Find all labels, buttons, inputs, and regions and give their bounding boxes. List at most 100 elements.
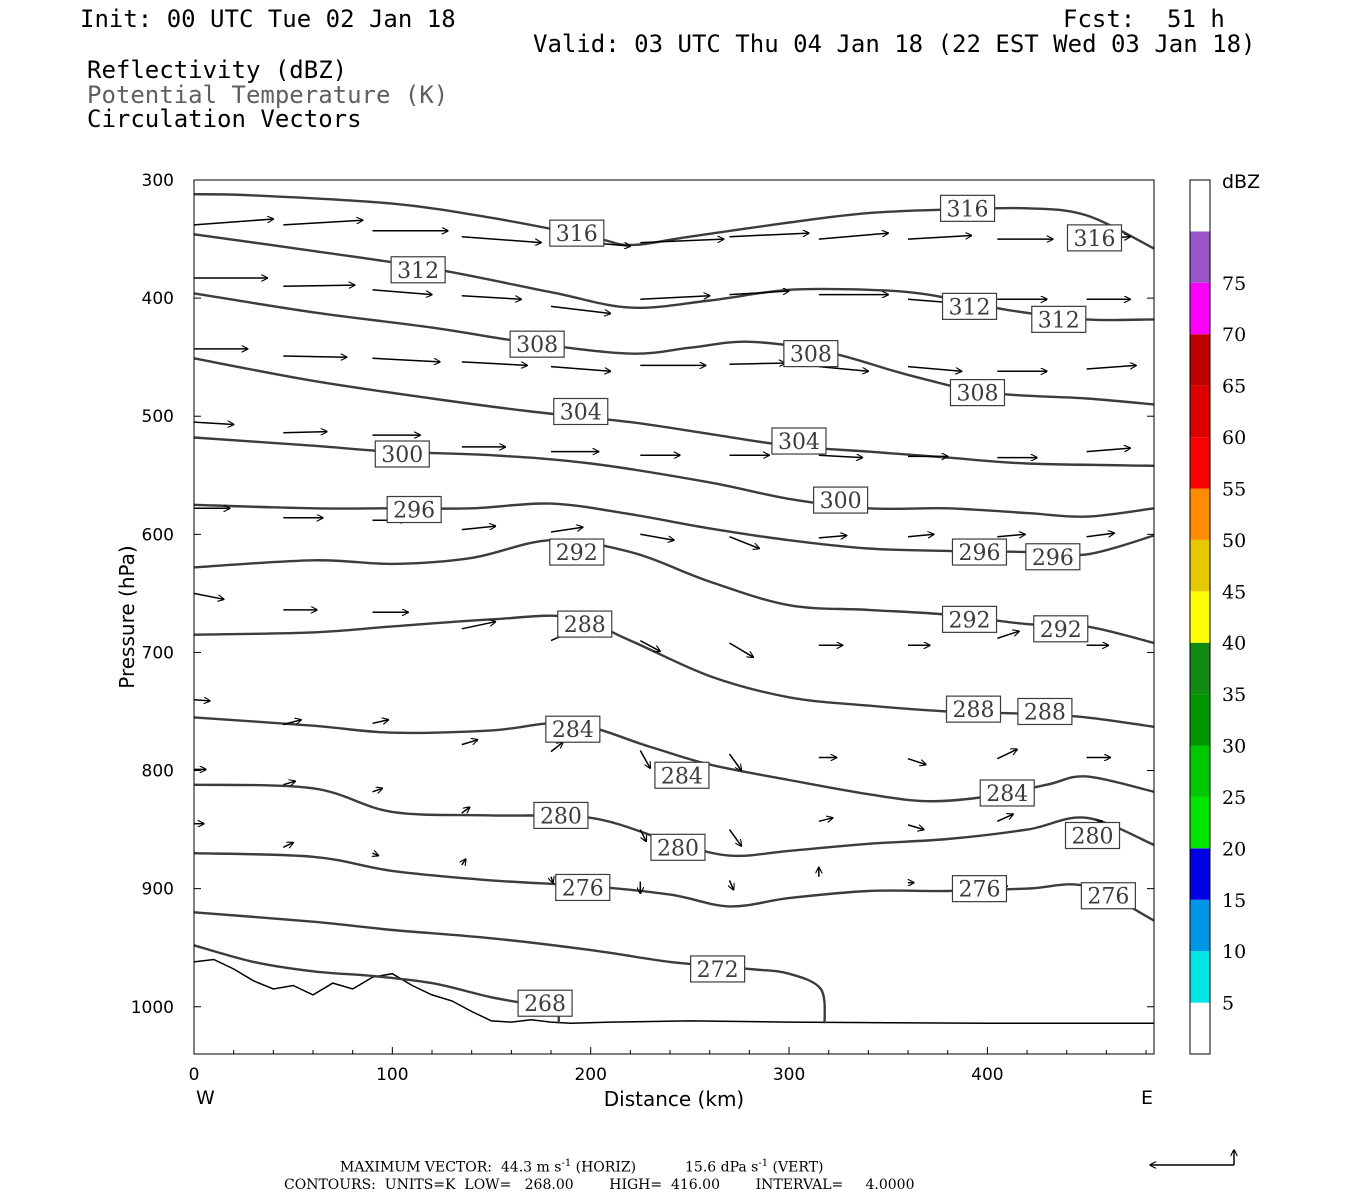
isentrope-label-box [553,397,609,426]
isentrope-label-text: 284 [552,718,594,743]
colorbar-level-label: 40 [1222,633,1246,655]
max-vector-line: MAXIMUM VECTOR: 44.3 m s-1 (HORIZ) 15.6 … [340,1158,823,1176]
circulation-vector [639,829,646,842]
circulation-vector [372,788,383,792]
isentrope-label-text: 292 [556,541,598,566]
colorbar-segment [1190,951,1210,1003]
isentrope-label-text: 292 [949,608,991,633]
circulation-vector [372,357,441,362]
isentrope-label-text: 288 [564,613,606,638]
colorbar-segment [1190,180,1210,232]
x-axis-east-label: E [1141,1087,1153,1109]
max-vector-horiz: 44.3 m s [500,1159,562,1176]
isentrope-label-304: 304 [553,397,609,426]
isentrope-272 [193,911,826,1024]
y-tick-label: 1000 [131,998,174,1018]
colorbar-segment [1190,796,1210,849]
forecast-hour-value: 51 h [1167,5,1225,33]
isentrope-label-text: 276 [562,876,604,901]
legend-reflectivity: Reflectivity (dBZ) [87,56,348,84]
isentrope-label-box [1033,615,1089,643]
isentrope-label-276: 276 [555,873,611,901]
isentrope-label-box [1080,882,1136,910]
isentrope-contours [193,193,1155,1024]
isentrope-label-text: 296 [958,541,1000,566]
circulation-vector [550,742,563,753]
circulation-vector [282,843,293,848]
circulation-vector [461,740,478,746]
isentrope-label-box [949,378,1006,407]
x-tick-label: 0 [189,1065,200,1085]
circulation-vector [283,432,327,433]
terrain-outline [193,958,1154,1025]
x-axis: 0 100 200 300 400 [189,1047,1147,1085]
isentrope-label-box [374,440,430,468]
circulation-vector [1086,365,1137,370]
max-vector-horiz-exponent: -1 [561,1158,572,1169]
circulation-vector [818,536,847,538]
isentrope-label-box [690,955,746,983]
isentrope-label-text: 268 [524,992,566,1017]
isentrope-label-text: 316 [947,197,989,222]
colorbar-segment [1190,231,1210,283]
colorbar-level-label: 50 [1222,530,1246,552]
isentrope-label-text: 296 [393,499,435,524]
circulation-vector [551,877,553,883]
isentrope-label-box [813,486,869,514]
circulation-vector [818,818,833,822]
colorbar-segment [1190,1002,1210,1054]
isentrope-label-296: 296 [1025,543,1081,571]
x-tick-label: 300 [773,1065,805,1085]
isentrope-label-288: 288 [557,610,613,638]
circulation-vector [729,291,790,296]
circulation-vector [1086,533,1115,538]
isentrope-276 [193,852,1155,922]
reference-vector-icon [1150,1150,1234,1165]
isentrope-label-box [945,695,1002,723]
circulation-vector [461,526,496,531]
colorbar-level-label: 45 [1222,581,1246,603]
isentrope-label-text: 300 [381,443,423,468]
x-tick-label: 200 [574,1065,606,1085]
circulation-vector [1086,448,1131,453]
y-tick-label: 400 [142,289,174,309]
isentrope-label-box [549,219,605,247]
isentrope-label-308: 308 [949,378,1006,407]
colorbar-level-label: 65 [1222,376,1246,398]
circulation-vector [907,534,934,536]
isentrope-label-box [1017,697,1073,726]
isentrope-label-276: 276 [1080,882,1136,910]
isentrope-label-284: 284 [979,779,1035,807]
isentrope-label-text: 304 [560,400,602,425]
y-tick-label: 500 [142,407,174,427]
isentrope-label-box [1025,543,1081,571]
isentrope-label-text: 288 [1024,700,1066,725]
isentrope-label-text: 284 [986,782,1028,807]
colorbar-level-label: 75 [1222,273,1246,295]
isentrope-label-text: 280 [657,836,699,861]
circulation-vector [461,361,527,366]
isentrope-label-text: 284 [661,764,703,789]
isentrope-label-280: 280 [1064,821,1121,850]
colorbar-segment [1190,437,1210,489]
isentrope-label-312: 312 [1031,305,1087,333]
colorbar-segment [1190,642,1210,695]
isentrope-label-292: 292 [549,538,605,566]
colorbar-title: dBZ [1222,171,1260,193]
isentrope-label-268: 268 [517,989,573,1017]
isentrope-label-box [386,495,442,524]
isentrope-label-280: 280 [533,801,589,830]
x-axis-label: Distance (km) [604,1087,744,1111]
circulation-vector [193,422,234,424]
isentrope-label-box [533,801,589,830]
isentrope-label-box [654,761,710,789]
isentrope-label-text: 292 [1040,618,1082,643]
isentrope-300 [193,436,1155,518]
terrain-line [193,958,1154,1025]
isentrope-label-text: 280 [540,804,582,829]
max-vector-vert-exponent: -1 [758,1158,769,1169]
circulation-vector [728,753,742,771]
circulation-vectors [193,219,1137,893]
isentrope-label-box [545,715,601,743]
